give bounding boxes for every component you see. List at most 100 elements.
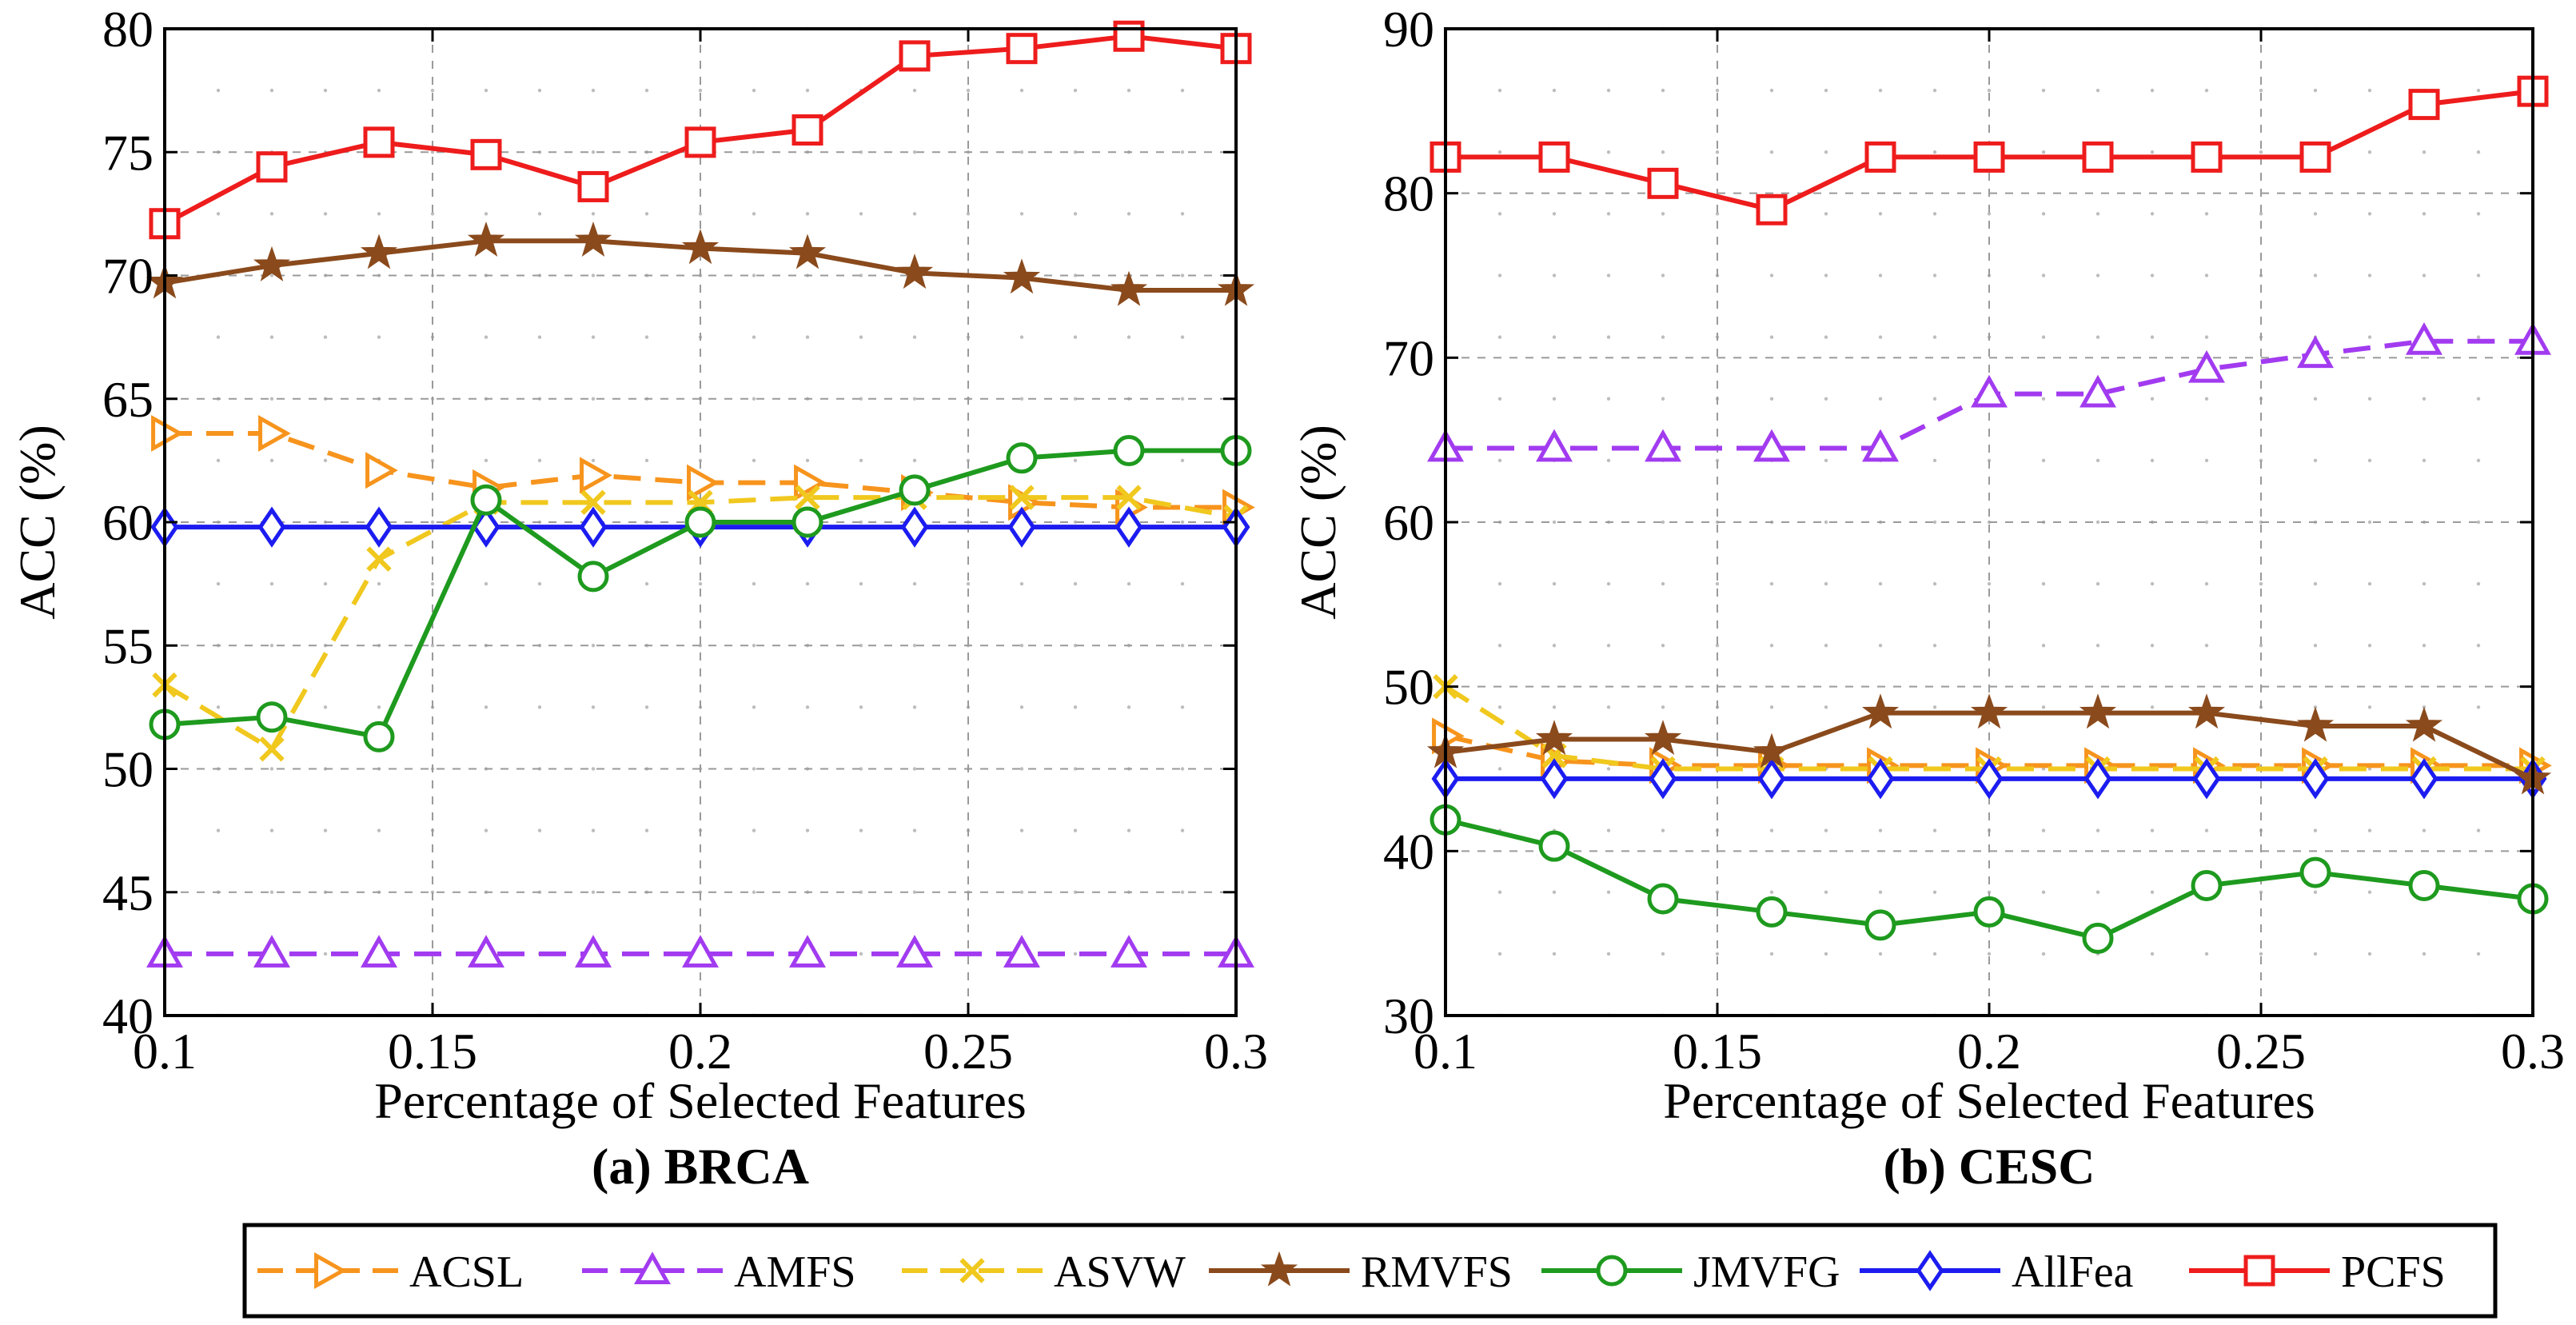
grid-dot [1661, 150, 1665, 154]
grid-dot [1987, 890, 1992, 894]
marker-rmvfs-6 [788, 233, 827, 269]
grid-dot [1932, 273, 1937, 277]
marker-rmvfs-5 [1970, 693, 2008, 729]
grid-dot [1606, 335, 1611, 339]
grid-dot [2422, 458, 2426, 463]
legend-marker-jmvfg [1596, 1255, 1628, 1287]
marker-acsl-2 [365, 452, 398, 489]
legend-item-asvw: ASVW [902, 1247, 1186, 1297]
grid-dot [591, 767, 596, 771]
marker-jmvfg-8 [1006, 442, 1038, 474]
grid-dot [484, 828, 488, 832]
grid-dot [2150, 644, 2155, 648]
panel-caption: (b) CESC [1884, 1138, 2095, 1195]
grid-dot [2150, 212, 2155, 216]
grid-dot [216, 828, 221, 832]
x-tick-label: 0.15 [1673, 1023, 1762, 1080]
grid-dot [1180, 890, 1185, 894]
series-group [1426, 75, 2552, 954]
marker-rmvfs-2 [360, 233, 398, 269]
grid-dot [1552, 952, 1557, 956]
grid-dot [859, 458, 863, 463]
grid-dot [1715, 150, 1720, 154]
marker-amfs-1 [1536, 429, 1573, 462]
grid-dot [2041, 397, 2046, 401]
marker-pcfs-5 [684, 126, 716, 158]
grid-dot [1715, 88, 1720, 93]
grid-dot [484, 335, 488, 339]
marker-jmvfg-9 [1113, 435, 1145, 467]
grid-dot [2422, 581, 2426, 586]
grid-dot [1073, 335, 1078, 339]
grid-dot [537, 458, 542, 463]
grid-dot [1073, 767, 1078, 771]
grid-dot [805, 458, 810, 463]
marker-rmvfs-4 [574, 221, 612, 257]
legend-marker-pcfs [2243, 1255, 2275, 1287]
grid-dot [859, 150, 863, 154]
marker-pcfs-2 [363, 126, 395, 158]
grid-dot [269, 890, 274, 894]
grid-dot [1180, 212, 1185, 216]
grid-dot [430, 458, 435, 463]
grid-dot [591, 212, 596, 216]
grid-dot [1824, 458, 1828, 463]
grid-dot [2204, 88, 2209, 93]
grid-dot [2422, 397, 2426, 401]
grid-dot [1606, 952, 1611, 956]
grid-dot [752, 890, 756, 894]
marker-allfea-6 [2084, 758, 2112, 800]
grid-dot [644, 828, 649, 832]
legend-label-rmvfs: RMVFS [1361, 1247, 1513, 1297]
grid-dot [1661, 520, 1665, 525]
grid-dot [1497, 458, 1502, 463]
grid-dot [2476, 644, 2481, 648]
grid-dot [2259, 88, 2263, 93]
y-tick-label: 45 [102, 864, 154, 921]
grid-dot [1019, 705, 1024, 709]
grid-dot [1987, 644, 1992, 648]
grid-dot [2313, 458, 2318, 463]
marker-asvw-1 [259, 736, 285, 762]
marker-asvw-4 [580, 489, 606, 516]
marker-jmvfg-6 [2082, 922, 2114, 954]
marker-pcfs-9 [1113, 20, 1145, 52]
grid-dot [1769, 150, 1774, 154]
marker-rmvfs-4 [1861, 693, 1900, 729]
grid-dot [2150, 952, 2155, 956]
grid-dot [1073, 644, 1078, 648]
grid-dot [1824, 335, 1828, 339]
grid-dot [1019, 397, 1024, 401]
series-pcfs [149, 20, 1252, 240]
grid-dot [1552, 644, 1557, 648]
legend-item-pcfs: PCFS [2189, 1247, 2446, 1297]
legend-marker-allfea [1916, 1250, 1944, 1291]
marker-jmvfg-4 [577, 561, 609, 593]
marker-jmvfg-2 [363, 720, 395, 752]
grid-dot [2259, 644, 2263, 648]
grid-dot [2095, 890, 2100, 894]
y-axis-title: ACC (%) [1290, 425, 1346, 620]
grid-dot [1878, 581, 1883, 586]
grid-dot [1932, 397, 1937, 401]
grid-dot [2367, 397, 2372, 401]
grid-dot [430, 520, 435, 525]
grid-dot [430, 890, 435, 894]
y-tick-label: 70 [1383, 329, 1434, 386]
grid-dot [1180, 705, 1185, 709]
grid-dot [1019, 890, 1024, 894]
grid-dot [859, 397, 863, 401]
grid-dot [323, 458, 328, 463]
grid-dot [1824, 890, 1828, 894]
series-jmvfg [149, 435, 1252, 752]
grid-dot [1180, 88, 1185, 93]
grid-dot [912, 581, 917, 586]
grid-dot [1715, 458, 1720, 463]
marker-amfs-7 [2188, 349, 2225, 383]
x-axis-title: Percentage of Selected Features [374, 1072, 1027, 1129]
grid-dot [2204, 952, 2209, 956]
grid-dot [859, 273, 863, 277]
grid-dot [2150, 458, 2155, 463]
grid-dot [2259, 212, 2263, 216]
grid-dot [644, 88, 649, 93]
